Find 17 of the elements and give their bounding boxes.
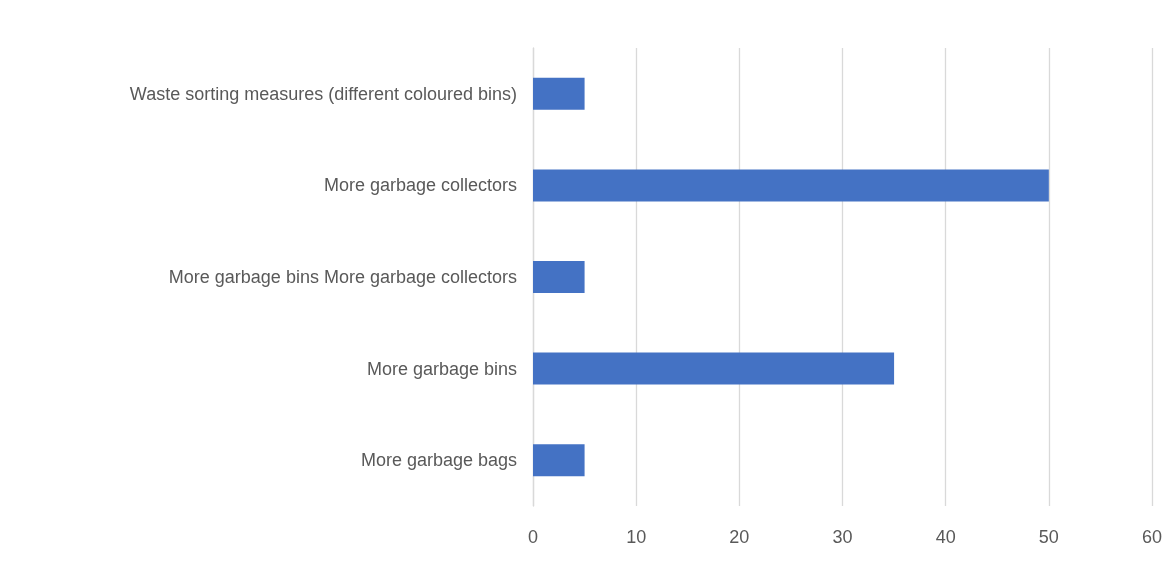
y-tick-label: More garbage bins: [366, 358, 517, 379]
y-tick-label: More garbage bags: [360, 450, 517, 471]
bar: [533, 169, 1049, 202]
bar: [533, 261, 585, 293]
x-tick-label: 60: [1141, 527, 1163, 547]
x-tick-label: 50: [1038, 527, 1059, 547]
y-tick-label: More garbage collectors: [323, 175, 517, 196]
x-tick-label: 0: [527, 527, 539, 547]
bar: [533, 444, 585, 477]
bar: [533, 352, 895, 385]
bar: [533, 77, 585, 110]
y-tick-label: Waste sorting measures (different coloured bins): [129, 83, 517, 104]
x-tick-label: 30: [832, 527, 853, 547]
x-tick-label: 20: [729, 527, 750, 547]
x-tick-label: 10: [626, 527, 647, 547]
y-tick-label: More garbage bins More garbage collectors: [168, 267, 517, 287]
x-tick-label: 40: [935, 527, 956, 547]
